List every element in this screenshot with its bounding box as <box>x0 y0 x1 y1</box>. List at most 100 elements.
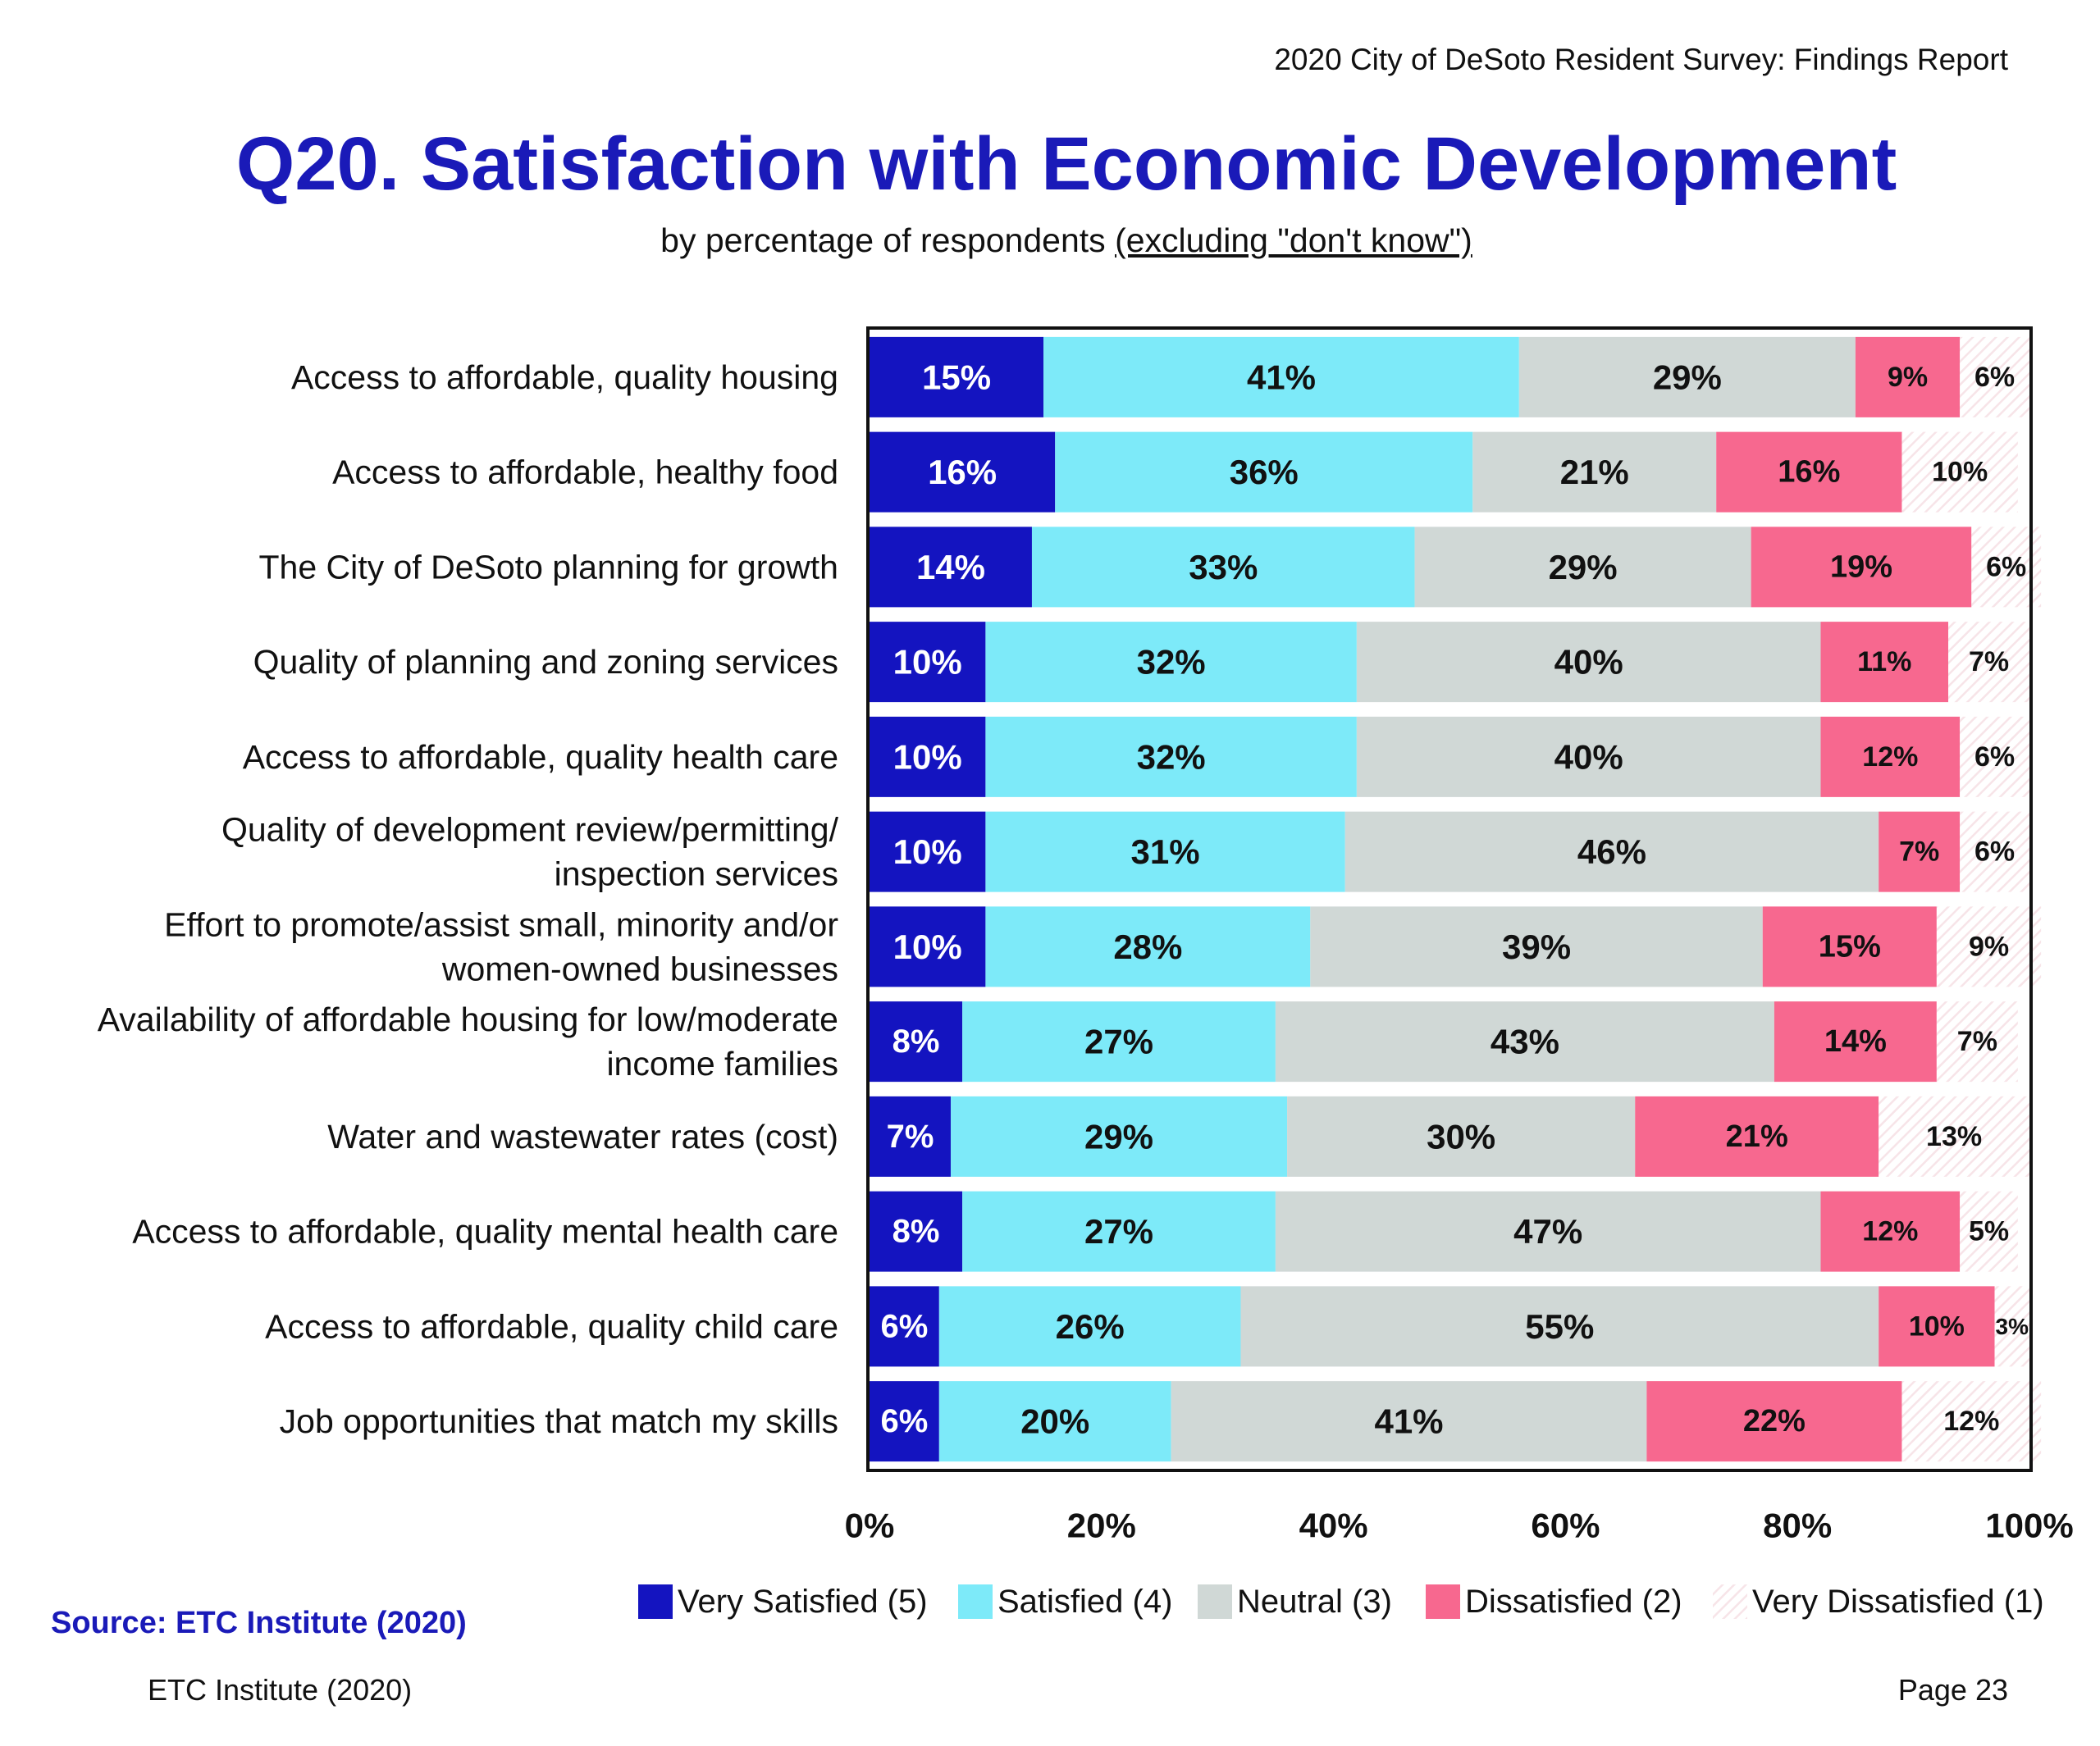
bar-segment <box>1287 1096 1636 1177</box>
plot-frame <box>866 326 2033 1472</box>
bar-segment <box>985 811 1345 892</box>
category-label: Quality of planning and zoning services <box>253 643 838 681</box>
bar-segment <box>1356 622 1821 703</box>
bar-segment <box>1960 811 2029 892</box>
bar-segment <box>1043 336 1519 417</box>
legend-swatch <box>1426 1584 1460 1619</box>
data-label: 29% <box>1084 1117 1153 1156</box>
bar-segment <box>938 1286 1241 1367</box>
legend-label: Very Satisfied (5) <box>678 1584 928 1620</box>
bar-segment <box>1635 1096 1879 1177</box>
data-label: 12% <box>1862 1216 1918 1247</box>
data-label: 6% <box>1974 741 2015 773</box>
x-tick-label: 60% <box>1531 1507 1600 1545</box>
bar-segment <box>870 1286 939 1367</box>
legend-label: Dissatisfied (2) <box>1465 1584 1682 1620</box>
x-tick-label: 20% <box>1067 1507 1136 1545</box>
data-label: 10% <box>893 737 962 776</box>
bar-segment <box>1240 1286 1879 1367</box>
data-label: 8% <box>892 1214 940 1250</box>
category-label: Access to affordable, quality mental hea… <box>132 1213 838 1251</box>
data-label: 3% <box>1996 1314 2029 1339</box>
data-label: 55% <box>1525 1307 1594 1346</box>
bar-segment <box>870 527 1032 608</box>
bar-segment <box>1356 716 1821 797</box>
data-label: 19% <box>1830 549 1892 584</box>
bar-segment <box>1774 1001 1937 1083</box>
data-label: 29% <box>1549 548 1618 586</box>
bar-segment <box>870 906 986 987</box>
bars-group: 15% 41% 29% 9% 6% 16% 36% 21% 16% 10% 14% 33% 29% 19%… <box>870 336 2042 1462</box>
data-label: 40% <box>1554 643 1623 682</box>
data-label: 28% <box>1113 928 1182 966</box>
bar-segment <box>870 716 986 797</box>
bar-segment <box>870 622 986 703</box>
data-label: 36% <box>1230 453 1299 491</box>
category-label: income families <box>606 1045 838 1083</box>
data-label: 20% <box>1020 1402 1089 1441</box>
data-label: 6% <box>881 1403 929 1439</box>
chart-subtitle: by percentage of respondents (excluding … <box>0 221 2100 260</box>
bar-segment <box>1820 622 1949 703</box>
bar-segment <box>1960 336 2029 417</box>
data-label: 39% <box>1502 928 1571 966</box>
category-label: The City of DeSoto planning for growth <box>259 548 839 586</box>
bar-segment <box>870 1191 963 1272</box>
data-label: 8% <box>892 1023 940 1060</box>
data-label: 6% <box>1986 551 2026 582</box>
bar-segment <box>1751 527 1972 608</box>
legend-swatch <box>638 1584 673 1619</box>
bar-segment <box>1901 1381 2042 1462</box>
x-tick-label: 100% <box>1985 1507 2073 1545</box>
data-label: 6% <box>1974 362 2015 393</box>
bar-segment <box>1414 527 1751 608</box>
data-label: 33% <box>1189 548 1258 586</box>
x-tick-label: 0% <box>845 1507 895 1545</box>
data-label: 13% <box>1926 1121 1982 1152</box>
data-label: 7% <box>1957 1026 1997 1057</box>
data-label: 10% <box>1909 1311 1965 1342</box>
bar-segment <box>1646 1381 1902 1462</box>
data-label: 41% <box>1247 358 1316 396</box>
bar-segment <box>1275 1001 1774 1083</box>
bar-segment <box>1275 1191 1821 1272</box>
subtitle-underlined: (excluding "don't know") <box>1115 221 1472 259</box>
x-axis-ticks: 0% 20% 40% 60% 80% 100% <box>845 1507 2074 1545</box>
data-label: 10% <box>1932 457 1988 488</box>
x-tick-label: 40% <box>1299 1507 1368 1545</box>
footer-left: ETC Institute (2020) <box>148 1673 413 1707</box>
category-label: Effort to promote/assist small, minority… <box>164 905 838 943</box>
bar-segment <box>870 431 1056 513</box>
bar-segment <box>870 1381 939 1462</box>
data-label: 7% <box>1899 837 1939 868</box>
bar-segment <box>1960 716 2029 797</box>
data-label: 9% <box>1969 931 2009 962</box>
legend-label: Neutral (3) <box>1237 1584 1392 1620</box>
data-label: 6% <box>881 1308 929 1344</box>
legend-swatch <box>1198 1584 1232 1619</box>
category-label: Access to affordable, quality health car… <box>243 738 838 776</box>
data-label: 6% <box>1974 837 2015 868</box>
data-label: 10% <box>893 928 962 966</box>
data-label: 10% <box>893 643 962 682</box>
data-label: 32% <box>1137 737 1206 776</box>
report-header: 2020 City of DeSoto Resident Survey: Fin… <box>1274 43 2008 76</box>
category-label: women-owned businesses <box>441 950 838 987</box>
category-label: Job opportunities that match my skills <box>280 1402 838 1440</box>
legend-label: Satisfied (4) <box>998 1584 1172 1620</box>
bar-segment <box>1031 527 1415 608</box>
bar-segment <box>1879 1096 2029 1177</box>
data-label: 29% <box>1653 358 1722 396</box>
legend: Very Satisfied (5) Satisfied (4) Neutral (… <box>638 1584 2044 1620</box>
bar-segment <box>1994 1286 2029 1367</box>
data-label: 10% <box>893 832 962 871</box>
bar-segment <box>1344 811 1879 892</box>
category-label: Access to affordable, healthy food <box>332 454 838 491</box>
legend-swatch <box>1713 1584 1747 1619</box>
data-label: 22% <box>1743 1404 1806 1438</box>
data-label: 12% <box>1943 1406 1999 1437</box>
bar-segment <box>870 1001 963 1083</box>
bar-segment <box>1716 431 1902 513</box>
bar-segment <box>870 811 986 892</box>
